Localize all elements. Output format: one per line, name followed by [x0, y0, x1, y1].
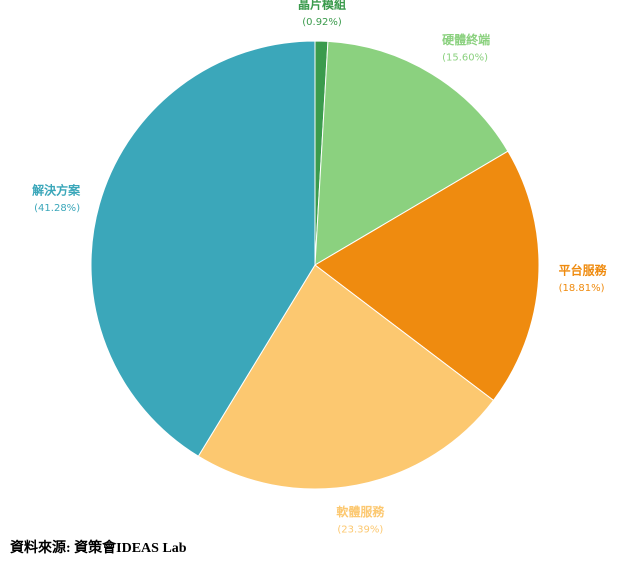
slice-label: 硬體終端: [442, 32, 490, 47]
pie-slice: [314, 150, 540, 402]
slice-value-label: (0.92%): [302, 17, 342, 28]
slice-label: 解決方案: [32, 182, 81, 197]
pie-slice: [90, 40, 316, 457]
pie-slice: [314, 40, 509, 266]
slice-value-label: (18.81%): [559, 283, 605, 294]
slice-value-label: (23.39%): [337, 525, 383, 536]
slice-label: 軟體服務: [336, 504, 385, 519]
slice-label: 晶片模組: [298, 0, 346, 12]
slice-value-label: (41.28%): [34, 203, 80, 214]
pie-slice: [197, 264, 495, 490]
source-note: 資料來源: 資策會IDEAS Lab: [10, 539, 187, 556]
slice-label: 平台服務: [559, 263, 608, 278]
slice-value-label: (15.60%): [442, 53, 488, 64]
